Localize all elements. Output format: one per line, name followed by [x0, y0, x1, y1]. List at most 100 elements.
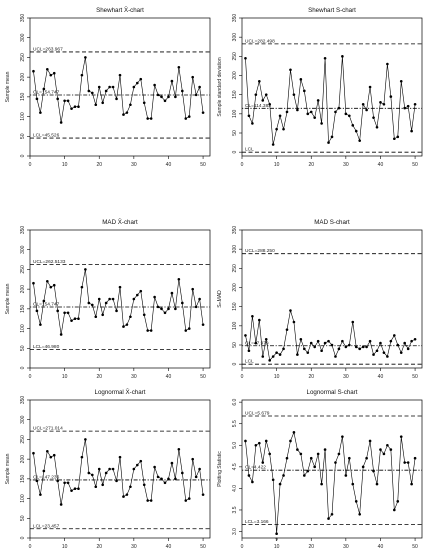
data-point	[32, 451, 35, 455]
data-point	[399, 435, 403, 438]
data-point	[181, 89, 184, 93]
x-tick-label: 40	[378, 544, 384, 550]
data-point	[244, 334, 247, 337]
data-point	[258, 441, 261, 445]
data-point	[46, 67, 49, 71]
data-point	[52, 71, 56, 75]
data-point	[316, 452, 320, 456]
data-point	[84, 268, 87, 271]
data-point	[115, 97, 118, 101]
data-point	[403, 106, 406, 110]
data-point	[292, 320, 296, 324]
data-point	[410, 129, 413, 133]
x-tick-label: 30	[131, 544, 137, 550]
data-point	[282, 474, 285, 477]
data-point	[268, 102, 271, 106]
data-point	[393, 508, 396, 512]
data-point	[372, 469, 375, 473]
data-point	[275, 351, 278, 354]
y-tick-label: 5.0	[232, 442, 238, 449]
plot-frame	[29, 229, 211, 369]
data-point	[316, 339, 320, 343]
data-point	[156, 475, 160, 479]
data-point	[372, 353, 375, 356]
y-tick-label: 50	[20, 133, 26, 139]
data-point	[87, 301, 91, 305]
y-tick-label: 150	[20, 92, 26, 101]
data-point	[247, 474, 251, 477]
y-tick-label: 300	[20, 415, 26, 424]
control-limit-label-lcl: LCL=3.166	[245, 519, 269, 525]
data-point	[142, 313, 146, 317]
data-point	[80, 285, 84, 289]
y-tick-label: 3.5	[232, 506, 238, 513]
data-point	[365, 456, 368, 460]
data-point	[264, 337, 268, 341]
data-point	[167, 95, 170, 99]
data-point	[320, 349, 323, 353]
data-point	[261, 461, 265, 464]
data-point	[198, 85, 201, 89]
data-point	[97, 297, 101, 301]
data-point	[184, 329, 188, 332]
y-axis-label: SₘMAD	[217, 290, 223, 308]
data-point	[122, 113, 125, 116]
y-tick-label: 200	[232, 283, 238, 292]
data-point	[334, 110, 337, 114]
data-point	[73, 317, 77, 321]
data-point	[306, 351, 310, 354]
data-point	[337, 452, 341, 456]
data-point	[368, 439, 372, 443]
plot-frame	[241, 229, 423, 369]
data-point	[344, 345, 348, 349]
control-limit-label-cl: CL=4.422	[245, 465, 266, 471]
data-point	[132, 297, 136, 301]
data-point	[320, 482, 323, 486]
data-point	[198, 467, 201, 471]
x-tick-label: 50	[200, 162, 206, 168]
x-tick-label: 10	[274, 544, 280, 550]
data-point	[104, 89, 108, 93]
data-point	[299, 337, 303, 341]
data-point	[66, 481, 70, 485]
data-point	[410, 482, 413, 486]
data-point	[170, 461, 174, 465]
data-point	[313, 116, 316, 119]
data-point	[136, 293, 139, 297]
data-point	[382, 102, 386, 106]
data-point	[382, 351, 386, 354]
data-point	[118, 285, 122, 289]
data-point	[146, 329, 149, 332]
data-point	[181, 301, 184, 305]
data-point	[268, 452, 271, 456]
data-point	[354, 345, 358, 349]
data-point	[111, 467, 115, 471]
data-point	[122, 325, 125, 328]
data-point	[413, 456, 417, 460]
y-tick-label: 50	[232, 342, 238, 348]
data-point	[406, 461, 410, 464]
chart-title: MAD X̄-chart	[102, 219, 138, 226]
data-point	[87, 471, 91, 475]
data-point	[122, 495, 125, 498]
data-point	[271, 143, 275, 146]
data-point	[49, 285, 53, 289]
data-point	[244, 439, 247, 443]
data-point	[94, 103, 98, 107]
data-point	[194, 475, 198, 479]
data-point	[174, 95, 177, 99]
data-point	[35, 97, 39, 101]
x-tick-label: 0	[29, 162, 32, 168]
data-point	[118, 455, 122, 459]
data-point	[181, 471, 184, 475]
x-tick-label: 20	[308, 544, 314, 550]
data-point	[278, 482, 282, 486]
data-point	[296, 448, 299, 451]
data-point	[101, 483, 104, 487]
y-axis-label: Sample mean	[5, 71, 11, 102]
y-tick-label: 0	[20, 366, 26, 369]
data-point	[396, 500, 400, 503]
data-point	[108, 467, 111, 471]
data-point	[351, 482, 355, 486]
data-point	[191, 287, 194, 291]
